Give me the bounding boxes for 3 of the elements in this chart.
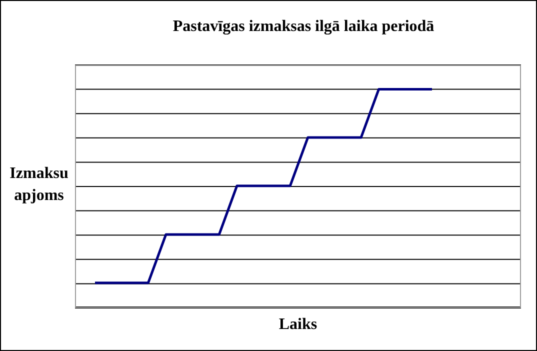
chart-title: Pastavīgas izmaksas ilgā laika periodā xyxy=(172,18,436,36)
y-axis-title: Izmaksu apjoms xyxy=(8,164,70,206)
x-axis-title: Laiks xyxy=(278,316,318,334)
